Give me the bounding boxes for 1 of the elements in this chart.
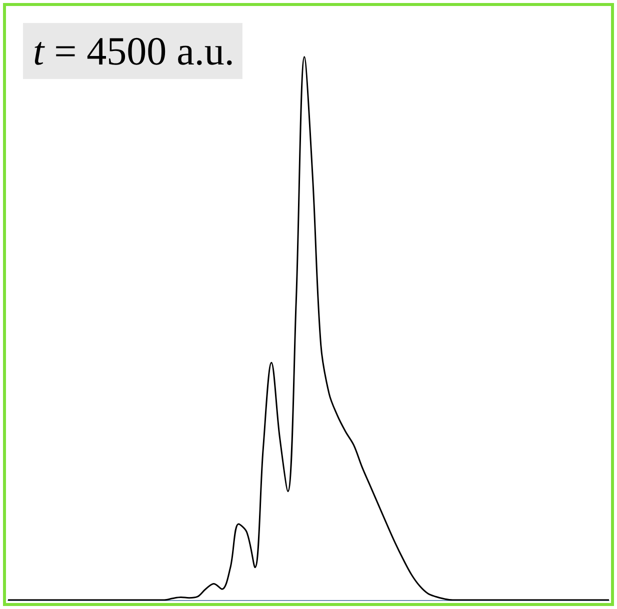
annotation: t = 4500 a.u.	[33, 28, 234, 74]
